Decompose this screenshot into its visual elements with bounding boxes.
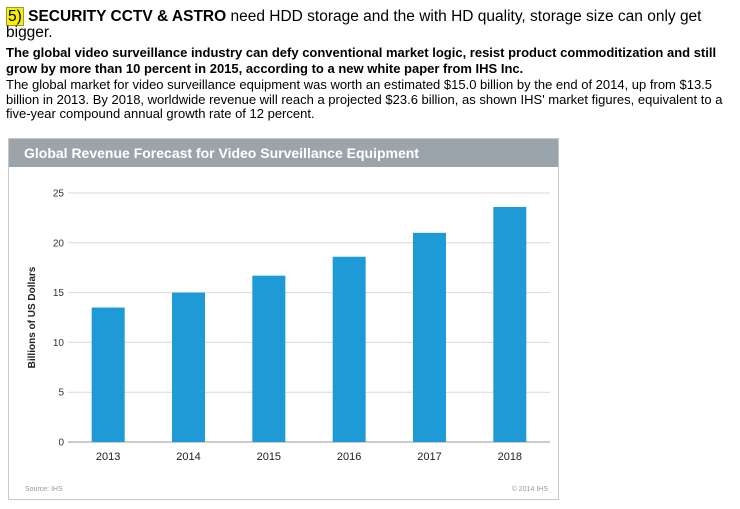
bar-2016 [332, 256, 366, 442]
y-tick-label: 15 [53, 288, 65, 299]
x-tick-label: 2015 [257, 451, 281, 463]
y-tick-label: 5 [58, 388, 64, 399]
body-paragraph: The global market for video surveillance… [6, 77, 723, 121]
x-tick-label: 2013 [96, 451, 120, 463]
y-tick-label: 20 [53, 238, 65, 249]
bar-2017 [413, 232, 446, 442]
x-tick-label: 2018 [498, 451, 522, 463]
y-tick-label: 0 [58, 438, 64, 449]
intro-text: need HDD storage and the with HD quality… [6, 8, 702, 41]
x-tick-label: 2017 [417, 451, 441, 463]
chart-source: Source: IHS [25, 486, 63, 493]
bar-2018 [493, 206, 527, 442]
bar-2014 [172, 292, 205, 442]
x-tick-label: 2016 [337, 451, 361, 463]
chart-copyright: © 2014 IHS [511, 486, 548, 493]
x-tick-label: 2014 [176, 451, 200, 463]
brand-name: SECURITY CCTV & ASTRO [28, 8, 227, 25]
y-tick-label: 25 [53, 189, 65, 200]
y-axis-label: Billions of US Dollars [27, 266, 38, 368]
bar-2013 [91, 307, 125, 442]
chart-panel: Global Revenue Forecast for Video Survei… [8, 138, 559, 500]
bar-2015 [252, 275, 286, 442]
y-tick-label: 10 [53, 338, 65, 349]
intro-paragraph: 5) SECURITY CCTV & ASTRO need HDD storag… [6, 7, 734, 41]
item-number: 5) [6, 7, 24, 26]
chart-header: Global Revenue Forecast for Video Survei… [9, 139, 558, 167]
lead-paragraph: The global video surveillance industry c… [6, 45, 717, 76]
bar-chart: 0 5 10 15 20 25 2013 2014 2015 2016 2017 2018 Billio… [27, 189, 550, 463]
chart-title: Global Revenue Forecast for Video Survei… [24, 145, 419, 161]
